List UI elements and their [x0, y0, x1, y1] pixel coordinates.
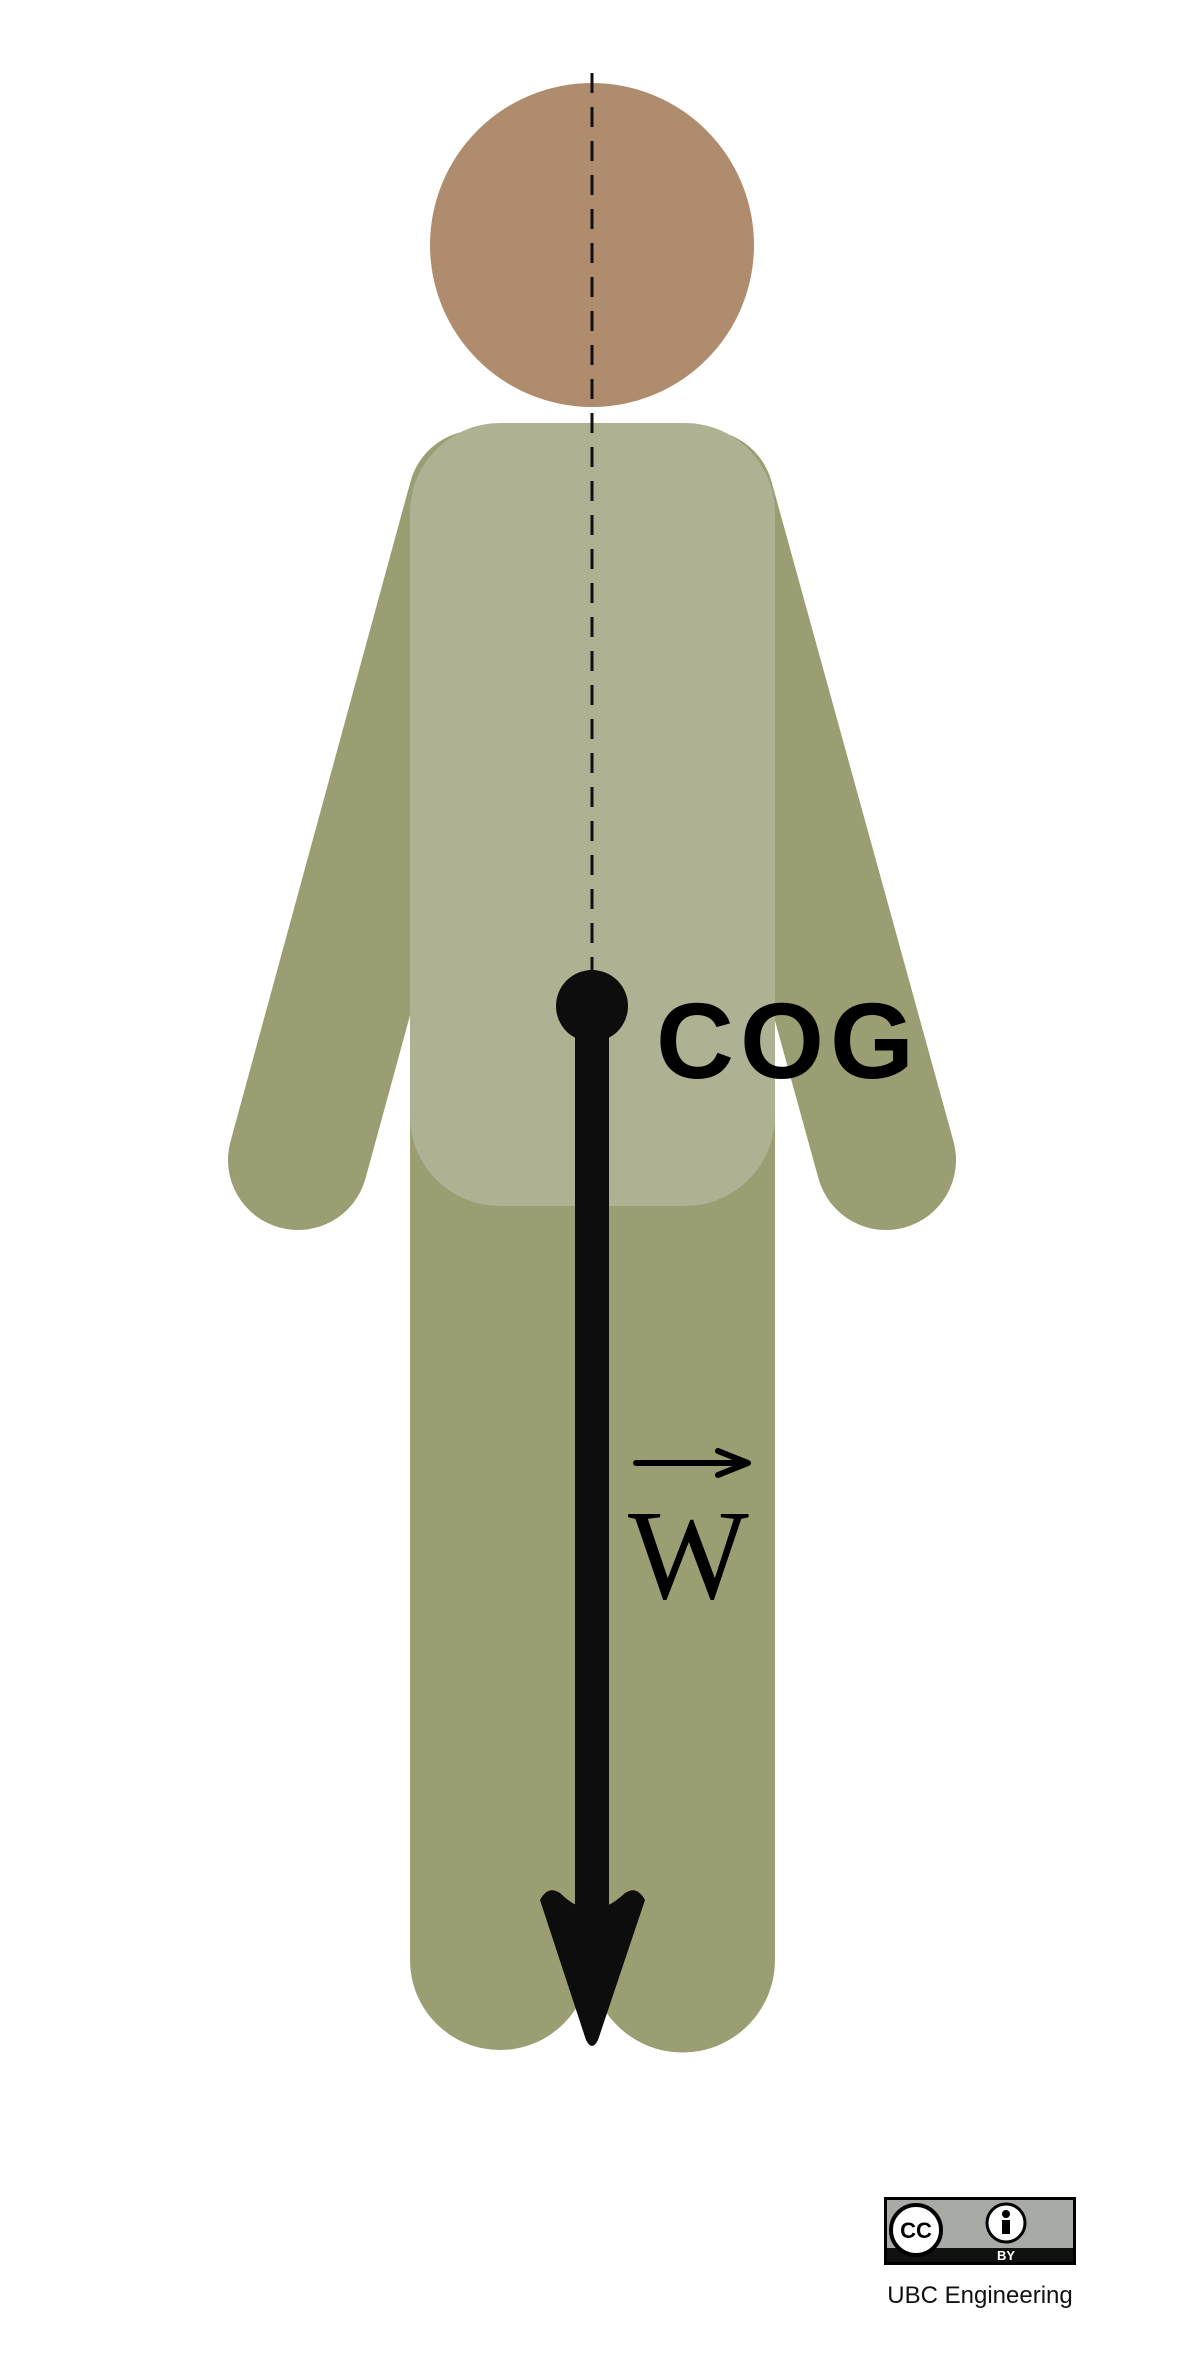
weight-arrow-head: [540, 1890, 645, 2046]
cc-circle: [889, 2203, 943, 2257]
weight-arrow-shaft: [575, 1000, 609, 1960]
creative-commons-by-icon: CC BY: [884, 2197, 1076, 2265]
person-icon-head: [1002, 2210, 1010, 2218]
cog-point: [556, 970, 628, 1042]
weight-vector-arrow: [540, 1000, 645, 2046]
cc-text: CC: [900, 2218, 932, 2243]
legs: [410, 1040, 776, 2053]
vector-arrow-icon: [633, 1448, 751, 1478]
left-leg: [410, 1040, 590, 2050]
torso: [410, 423, 775, 1206]
right-leg: [590, 1040, 776, 2053]
weight-label-group: W: [628, 1448, 751, 1626]
credit-text: UBC Engineering: [887, 2282, 1072, 2309]
cog-label: COG: [656, 980, 920, 1101]
by-text: BY: [997, 2248, 1015, 2263]
weight-label: W: [628, 1484, 749, 1626]
badge-dark-strip: [887, 2248, 1073, 2262]
person-icon-body: [1002, 2220, 1010, 2234]
